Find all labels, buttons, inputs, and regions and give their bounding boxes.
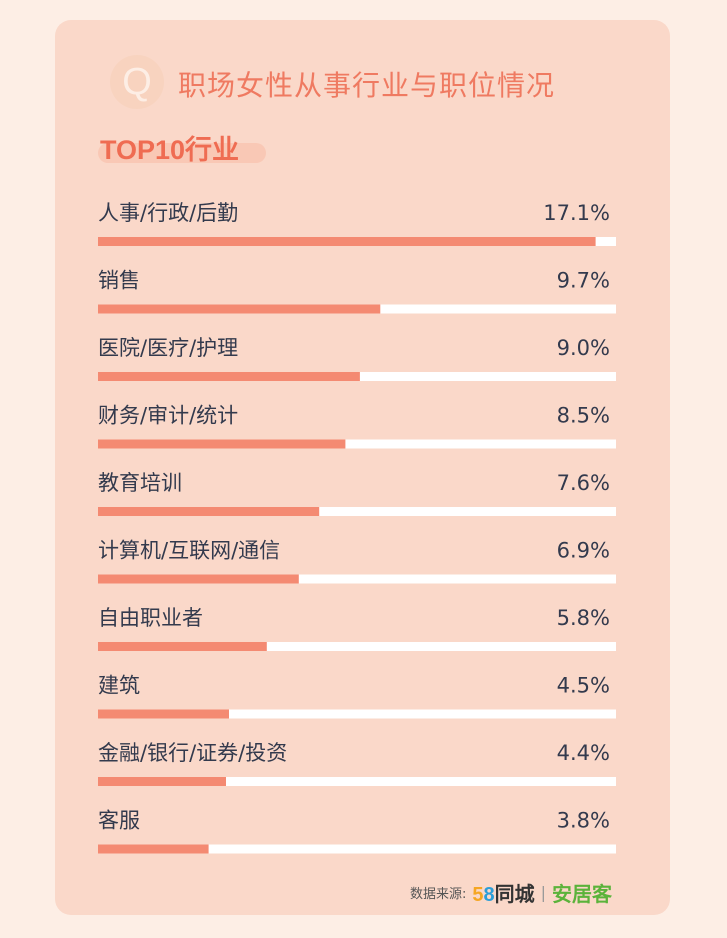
bar-track (98, 642, 616, 651)
value-label: 17.1% (543, 201, 610, 225)
logo-separator: | (540, 883, 546, 902)
bar (98, 777, 226, 786)
bar (98, 844, 209, 854)
logo-58-tongcheng: 58同城 (472, 884, 535, 906)
bar (98, 439, 346, 449)
bar (98, 372, 360, 381)
bar (98, 642, 267, 651)
bar-track (98, 439, 616, 449)
value-label: 3.8% (557, 809, 610, 833)
bar (98, 237, 596, 246)
category-label: 计算机/互联网/通信 (98, 539, 280, 563)
subtitle-highlight (98, 143, 266, 163)
value-label: 9.7% (557, 269, 610, 293)
source-label: 数据来源: (409, 887, 467, 902)
chart-card (55, 20, 670, 915)
category-label: 教育培训 (98, 471, 182, 495)
bar-track (98, 844, 616, 854)
bar (98, 574, 299, 584)
data-source-footer: 数据来源: 58同城 | 安居客 (410, 878, 612, 907)
value-label: 8.5% (557, 404, 610, 428)
category-label: 建筑 (98, 674, 140, 698)
value-label: 7.6% (557, 471, 610, 495)
logo-anjuke: 安居客 (552, 882, 612, 906)
value-label: 5.8% (557, 606, 610, 630)
bar (98, 709, 229, 719)
category-label: 人事/行政/后勤 (98, 201, 238, 225)
value-label: 6.9% (557, 539, 610, 563)
page-title: 职场女性从事行业与职位情况 (178, 69, 556, 102)
bar-track (98, 507, 616, 516)
q-badge-icon (110, 55, 164, 109)
bar-track (98, 574, 616, 584)
value-label: 9.0% (557, 336, 610, 360)
bar (98, 507, 320, 516)
category-label: 财务/审计/统计 (98, 404, 238, 428)
chart-subtitle: TOP10行业 (100, 135, 240, 165)
category-label: 销售 (98, 269, 140, 293)
category-label: 医院/医疗/护理 (98, 336, 238, 360)
value-label: 4.5% (557, 674, 610, 698)
value-label: 4.4% (557, 741, 610, 765)
category-label: 自由职业者 (98, 606, 203, 630)
category-label: 金融/银行/证券/投资 (98, 741, 287, 765)
bar (98, 304, 381, 314)
bar-track (98, 777, 616, 786)
q-badge-letter: Q (122, 61, 152, 103)
category-label: 客服 (98, 809, 140, 833)
bar-track (98, 709, 616, 719)
